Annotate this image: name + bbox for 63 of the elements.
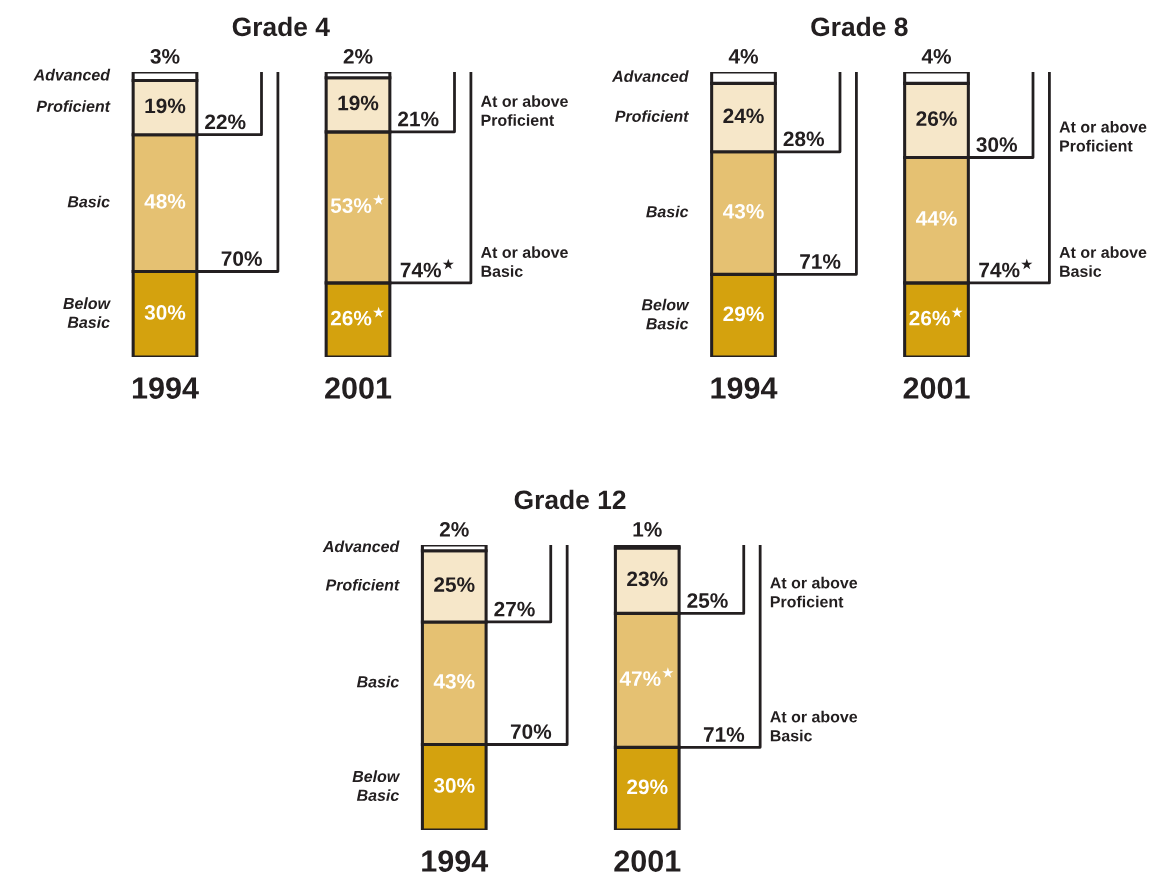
series-label: Below Basic — [641, 298, 690, 330]
series-label: Advanced — [611, 70, 689, 82]
data-label: 2% — [439, 521, 469, 537]
text: At or above Proficient — [1059, 120, 1147, 152]
annotation: 71% — [703, 727, 745, 742]
x-tick-label: 1994 — [132, 377, 199, 399]
chart-title: Grade 8 — [811, 16, 908, 37]
data-label: 29% — [723, 306, 764, 322]
text: At or above Proficient — [480, 95, 568, 126]
series-label: Proficient — [615, 110, 690, 122]
series-label: Below Basic — [352, 770, 401, 802]
series-label: Basic — [646, 205, 689, 218]
data-label: 30% — [433, 778, 475, 793]
data-label: 29% — [627, 779, 668, 795]
text: At or above Basic — [480, 246, 568, 277]
series-label: Advanced — [322, 540, 400, 553]
data-label: 26% — [916, 111, 957, 127]
data-label: 43% — [722, 203, 764, 219]
data-label: 19% — [338, 95, 379, 111]
data-label: 1% — [633, 522, 662, 537]
x-tick-label: 1994 — [422, 850, 489, 872]
data-label: 26%$^{★}$ — [330, 306, 385, 326]
text: At or above Proficient — [770, 576, 858, 608]
data-label: 19% — [145, 98, 186, 114]
chart-title: Grade 4 — [232, 16, 330, 37]
data-label: 25% — [434, 577, 475, 592]
data-label: 44% — [915, 211, 957, 226]
data-label: 2% — [343, 48, 373, 64]
data-label: 23% — [627, 571, 668, 587]
annotation: 25% — [687, 593, 728, 608]
annotation: 71% — [800, 254, 841, 269]
data-label: 24% — [723, 108, 764, 124]
data-label: 43% — [433, 674, 475, 689]
data-label: 47%$^{★}$ — [619, 667, 674, 686]
x-tick-label: 2001 — [614, 850, 681, 872]
data-label: 26%$^{★}$ — [909, 306, 963, 326]
data-label: 4% — [728, 49, 759, 64]
annotation: 28% — [783, 131, 825, 147]
text: At or above Basic — [770, 710, 858, 742]
data-label: 4% — [921, 49, 952, 64]
series-label: Proficient — [36, 100, 111, 112]
x-tick-label: 2001 — [325, 377, 392, 399]
series-label: Advanced — [33, 68, 111, 81]
annotation: 30% — [976, 137, 1018, 153]
series-label: Below Basic — [63, 297, 111, 329]
x-tick-label: 1994 — [711, 377, 778, 399]
series-label: Basic — [356, 675, 400, 688]
series-label: Basic — [67, 195, 110, 208]
data-label: 3% — [150, 48, 180, 64]
annotation: 74%$^{★}$ — [400, 258, 454, 278]
annotation: 70% — [221, 251, 262, 266]
series-label: Proficient — [325, 578, 400, 591]
data-label: 53%$^{★}$ — [330, 194, 385, 213]
data-label: 30% — [144, 305, 186, 320]
annotation: 27% — [494, 601, 535, 617]
annotation: 21% — [398, 111, 439, 127]
data-label: 48% — [144, 193, 186, 209]
annotation: 22% — [205, 114, 246, 130]
annotation: 74%$^{★}$ — [979, 258, 1033, 278]
text: At or above Basic — [1059, 246, 1147, 277]
annotation: 70% — [510, 724, 552, 739]
chart-title: Grade 12 — [514, 489, 626, 510]
x-tick-label: 2001 — [903, 377, 970, 399]
